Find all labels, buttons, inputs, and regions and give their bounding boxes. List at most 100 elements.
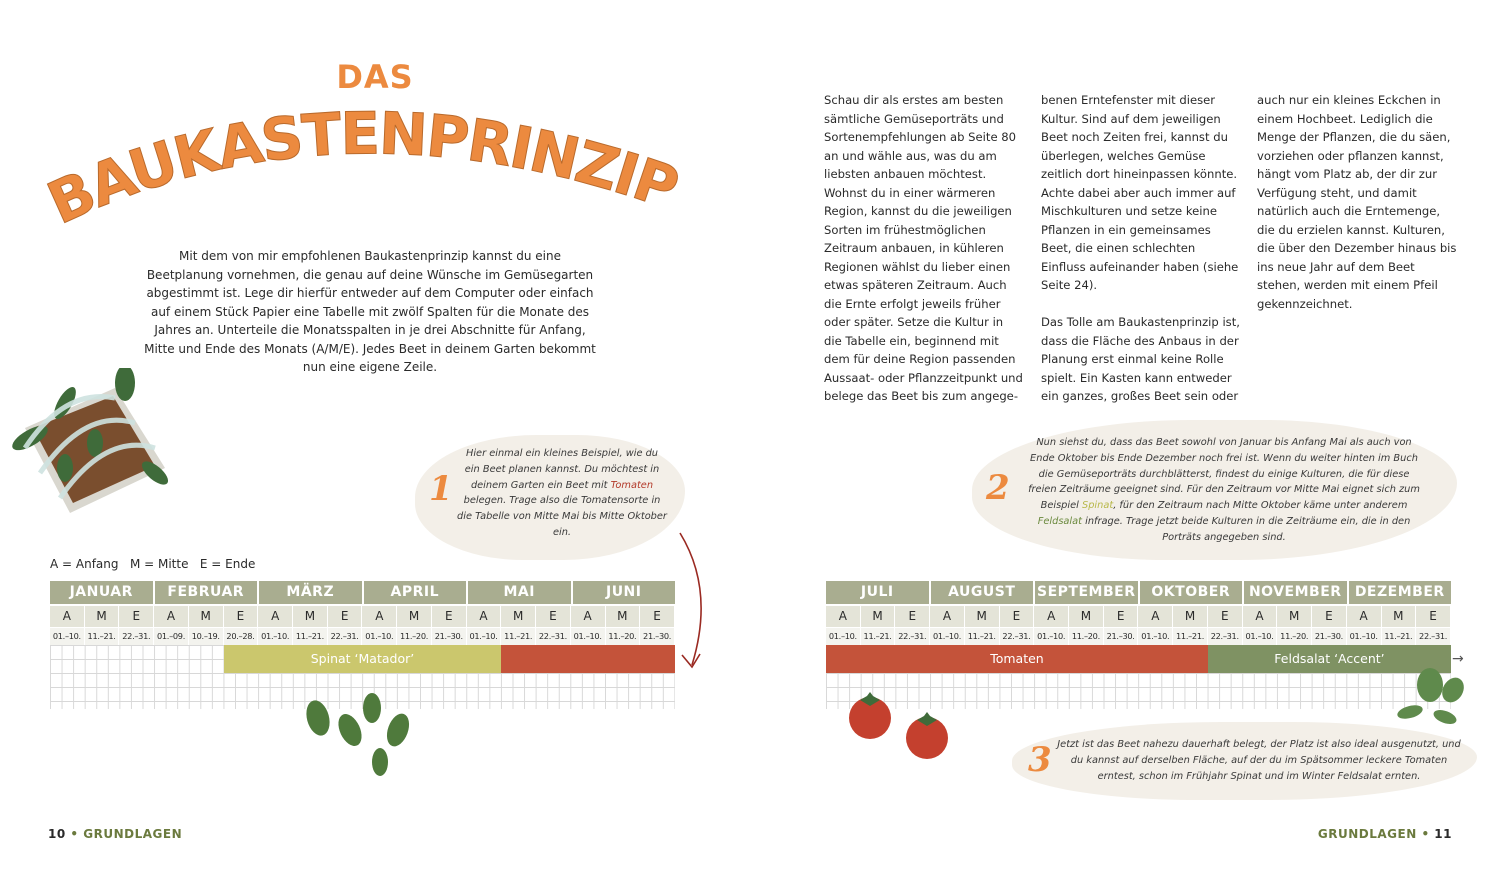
period-header: A — [50, 606, 84, 627]
continue-arrow-icon: → — [1452, 651, 1464, 667]
month-header: JANUAR — [50, 581, 153, 604]
feldsalat-illustration — [1397, 668, 1464, 724]
date-range: 01.–10. — [826, 628, 860, 645]
highlight-spinat: Spinat — [1081, 500, 1114, 512]
date-range: 11.–21. — [1381, 628, 1416, 645]
month-header: JUNI — [572, 581, 675, 604]
date-range: 01.–10. — [258, 628, 293, 645]
date-range: 22.–31. — [895, 628, 930, 645]
month-header: FEBRUAR — [154, 581, 257, 604]
period-header: M — [860, 606, 895, 627]
callout-number: 1 — [429, 469, 453, 509]
section-label: GRUNDLAGEN — [83, 827, 183, 841]
period-header: M — [1173, 606, 1207, 627]
text-column-3: auch nur ein kleines Eckchen in einem Ho… — [1257, 91, 1457, 332]
period-header: E — [119, 606, 154, 627]
period-header: A — [1138, 606, 1173, 627]
legend: A = Anfang M = Mitte E = Ende — [50, 557, 256, 571]
bed-grid: Tomaten Feldsalat ‘Accent’ — [826, 645, 1451, 709]
date-range: 22.–31. — [119, 628, 154, 645]
period-header: E — [1207, 606, 1242, 627]
period-header: E — [999, 606, 1034, 627]
date-range: 01.–09. — [154, 628, 188, 645]
callout-2: 2 Nun siehst du, dass das Beet sowohl vo… — [972, 420, 1457, 560]
month-row: JANUAR FEBRUAR MÄRZ APRIL MAI JUNI — [50, 581, 675, 604]
date-range: 11.–21. — [964, 628, 999, 645]
text-column-1: Schau dir als erstes am besten sämtliche… — [824, 91, 1024, 424]
month-header: MÄRZ — [259, 581, 362, 604]
text-column-2: benen Erntefenster mit dieser Kultur. Si… — [1041, 91, 1241, 424]
period-header: A — [826, 606, 860, 627]
paragraph: auch nur ein kleines Eckchen in einem Ho… — [1257, 93, 1457, 311]
date-range: 01.–10. — [1242, 628, 1277, 645]
title-small: DAS — [336, 58, 414, 96]
date-range: 22.–31. — [1416, 628, 1450, 645]
bed-grid: Spinat ‘Matador’ — [50, 645, 675, 709]
period-header: M — [1277, 606, 1312, 627]
date-row: 01.–10. 11.–21. 22.–31. 01.–09. 10.–19. 20.–2… — [50, 628, 675, 645]
date-range: 01.–10. — [362, 628, 397, 645]
period-header: M — [84, 606, 119, 627]
period-header: E — [431, 606, 466, 627]
highlight-tomaten: Tomaten — [610, 479, 654, 491]
callout-text: Nun siehst du, dass das Beet sowohl von … — [1028, 437, 1420, 543]
date-range: 01.–10. — [466, 628, 501, 645]
footer-right: GRUNDLAGEN • 11 — [1318, 827, 1452, 841]
date-range: 11.–20. — [605, 628, 640, 645]
date-range: 11.–21. — [84, 628, 119, 645]
period-header: E — [1312, 606, 1346, 627]
highlight-feldsalat: Feldsalat — [1037, 515, 1082, 527]
month-header: APRIL — [363, 581, 466, 604]
date-range: 21.–30. — [431, 628, 466, 645]
period-header: M — [964, 606, 999, 627]
date-range: 01.–10. — [930, 628, 964, 645]
date-range: 11.–21. — [860, 628, 895, 645]
period-header: A — [1242, 606, 1277, 627]
period-header: A — [1034, 606, 1069, 627]
date-range: 21.–30. — [1312, 628, 1346, 645]
callout-number: 2 — [986, 468, 1010, 508]
date-range: 01.–10. — [570, 628, 605, 645]
date-range: 22.–31. — [999, 628, 1034, 645]
title-large-text: BAUKASTENPRINZIP — [40, 99, 688, 238]
period-header: E — [895, 606, 930, 627]
period-header: E — [1103, 606, 1138, 627]
month-header: SEPTEMBER — [1035, 581, 1138, 604]
month-header: AUGUST — [930, 581, 1033, 604]
period-header: M — [1069, 606, 1103, 627]
period-header: A — [154, 606, 188, 627]
callout-1: 1 Hier einmal ein kleines Beispiel, wie … — [415, 435, 685, 560]
date-range: 21.–30. — [640, 628, 674, 645]
period-header: M — [293, 606, 327, 627]
callout-number: 3 — [1028, 740, 1052, 780]
paragraph: benen Erntefenster mit dieser Kultur. Si… — [1041, 93, 1239, 292]
date-range: 01.–10. — [1346, 628, 1381, 645]
date-range: 01.–10. — [1138, 628, 1173, 645]
period-header: E — [223, 606, 258, 627]
footer-left: 10 • GRUNDLAGEN — [48, 827, 182, 841]
callout-text: Jetzt ist das Beet nahezu dauerhaft bele… — [1057, 739, 1461, 782]
month-header: MAI — [468, 581, 571, 604]
date-range: 11.–20. — [397, 628, 431, 645]
svg-text:BAUKASTENPRINZIP: BAUKASTENPRINZIP — [40, 99, 686, 237]
bullet: • — [70, 827, 79, 841]
title-large: BAUKASTENPRINZIP — [40, 99, 688, 238]
month-header: NOVEMBER — [1244, 581, 1347, 604]
paragraph: Schau dir als erstes am besten sämtliche… — [824, 93, 1023, 403]
date-range: 11.–21. — [293, 628, 327, 645]
period-header: E — [327, 606, 362, 627]
period-header: E — [536, 606, 570, 627]
period-header: A — [930, 606, 964, 627]
period-header: M — [397, 606, 431, 627]
date-range: 01.–10. — [50, 628, 84, 645]
raised-bed-illustration — [12, 368, 169, 513]
tomatoes-illustration — [849, 692, 948, 759]
crop-bar: Feldsalat ‘Accent’ — [1207, 645, 1451, 673]
date-range: 21.–30. — [1103, 628, 1138, 645]
crop-bar: Tomaten — [826, 645, 1208, 673]
planning-table-right: JULI AUGUST SEPTEMBER OKTOBER NOVEMBER DEZEMB… — [826, 581, 1451, 709]
